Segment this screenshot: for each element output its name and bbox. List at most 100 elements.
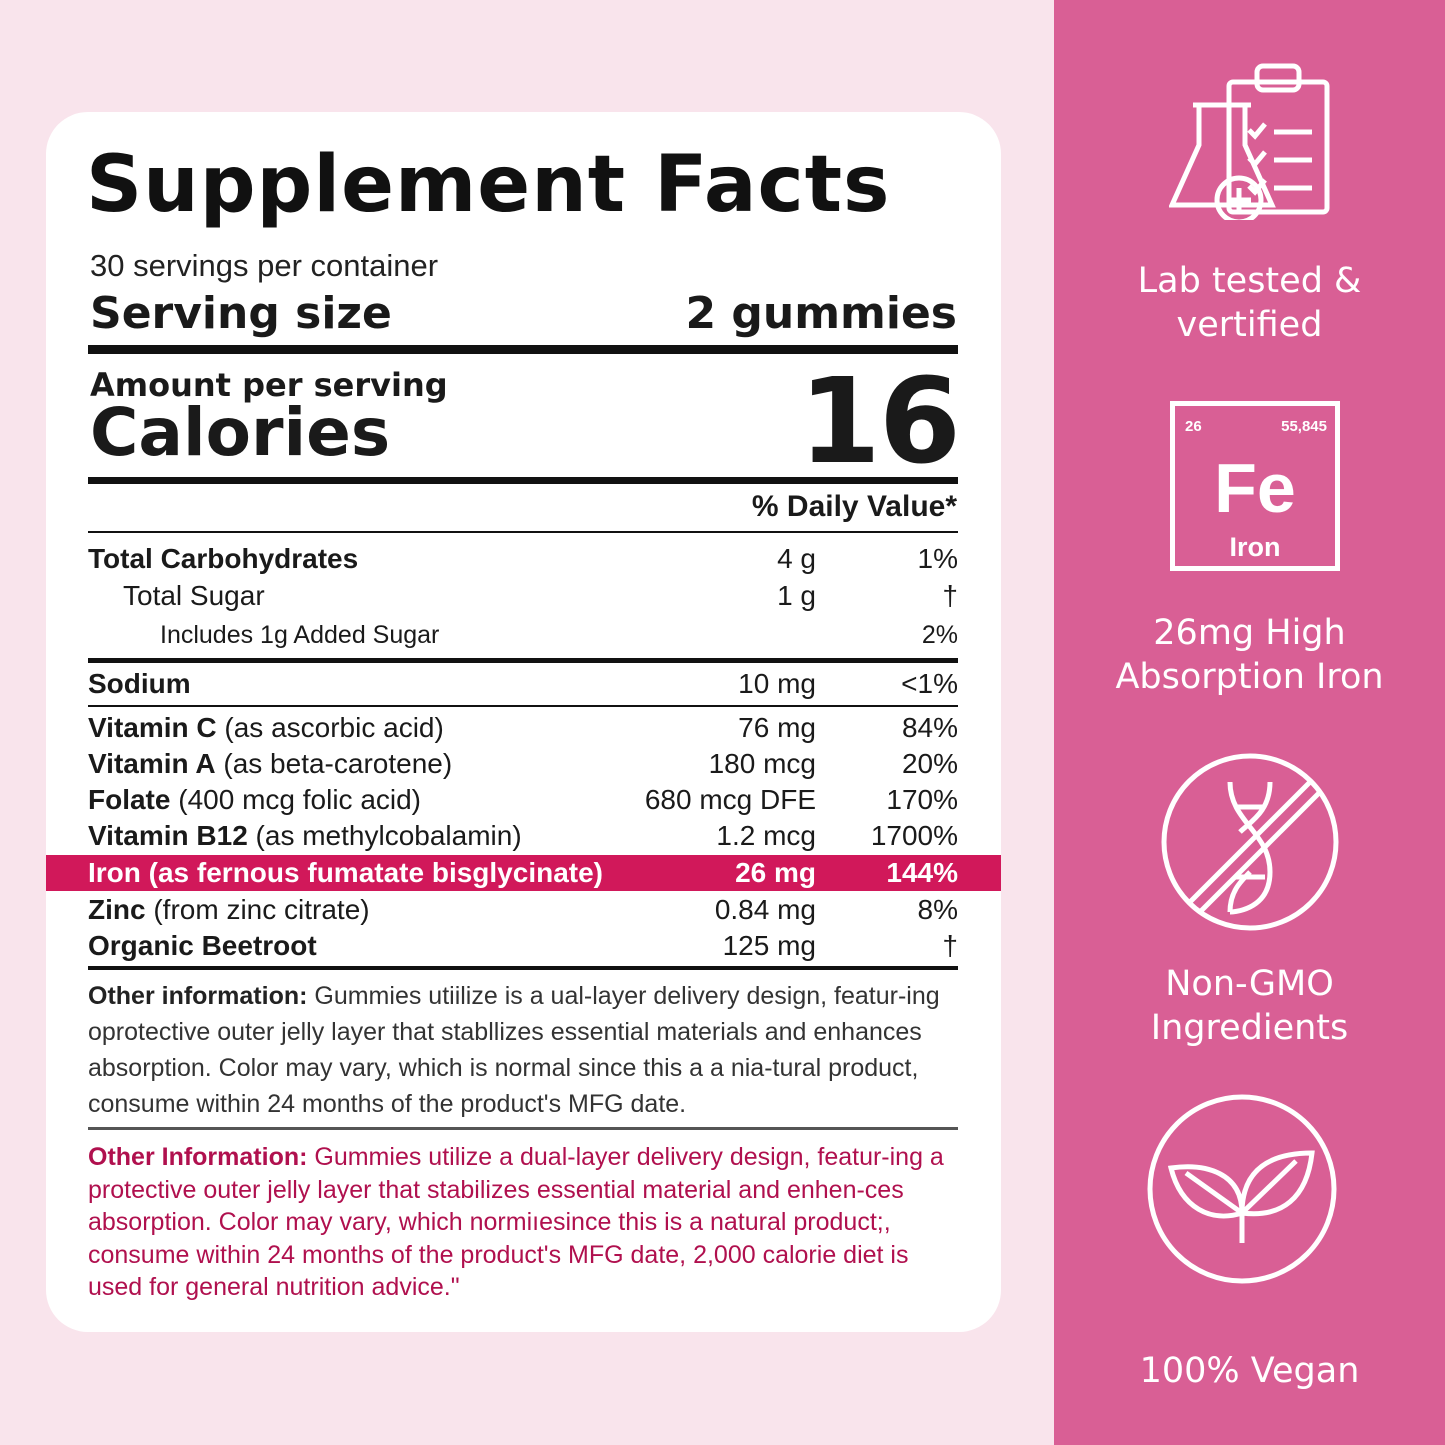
- nutrient-daily-value: 170%: [886, 784, 958, 815]
- nutrient-name-detail: (as methylcobalamin): [247, 820, 522, 851]
- features-panel: Lab tested & vertified 26 55,845 Fe Iron …: [1054, 0, 1445, 1445]
- nutrient-daily-value: 1700%: [870, 820, 958, 851]
- nutrient-name-detail: (as beta-carotene): [215, 748, 453, 779]
- nutrient-row: Sodium 10 mg <1%: [88, 666, 958, 702]
- nutrient-name-bold: Vitamin C: [88, 712, 217, 743]
- nutrient-amount: 180 mcg: [708, 748, 816, 779]
- nutrient-daily-value: 144%: [886, 857, 958, 888]
- nutrient-name-bold: Organic Beetroot: [88, 930, 317, 961]
- divider: [88, 966, 958, 970]
- nutrient-amount: 0.84 mg: [714, 894, 816, 925]
- nutrient-row: Vitamin B12 (as methylcobalamin) 1.2 mcg 1…: [88, 818, 958, 854]
- atomic-number: 26: [1185, 418, 1202, 435]
- other-info-label: Other Information:: [88, 1143, 308, 1171]
- other-info-text: Gummies utilize a dual-layer delivery de…: [88, 1143, 944, 1301]
- atomic-mass: 55,845: [1281, 418, 1327, 435]
- nutrient-amount: 26 mg: [735, 857, 816, 888]
- nutrient-name-detail: (from zinc citrate): [145, 894, 370, 925]
- other-information-1: Other information: Gummies utiilize is a…: [88, 978, 963, 1122]
- feature-label: Non-GMO Ingredients: [1054, 962, 1445, 1050]
- nutrient-daily-value: 2%: [921, 620, 958, 649]
- nutrient-amount: 680 mcg DFE: [644, 784, 816, 815]
- nutrient-row: Vitamin C (as ascorbic acid) 76 mg 84%: [88, 710, 958, 746]
- nutrient-row: Zinc (from zinc citrate) 0.84 mg 8%: [88, 892, 958, 928]
- non-gmo-icon: [1161, 753, 1339, 931]
- nutrient-amount: 10 mg: [738, 668, 816, 699]
- nutrient-amount: 4 g: [777, 543, 816, 574]
- divider: [88, 1127, 958, 1130]
- calories-value: 16: [798, 352, 961, 490]
- nutrient-daily-value: †: [942, 930, 958, 961]
- feature-label-line: Non-GMO: [1165, 964, 1334, 1004]
- nutrient-daily-value: †: [942, 580, 958, 611]
- nutrient-name-bold: Vitamin B12: [88, 820, 248, 851]
- nutrient-name-bold: Iron (as fernous fumatate bisglycinate): [88, 857, 603, 888]
- serving-size-value: 2 gummies: [685, 288, 957, 339]
- divider: [88, 705, 958, 707]
- feature-label-line: vertified: [1176, 305, 1323, 345]
- nutrient-name: Total Carbohydrates: [88, 543, 958, 575]
- nutrient-name-detail: (400 mcg folic acid): [170, 784, 422, 815]
- nutrient-daily-value: 8%: [917, 894, 958, 925]
- divider: [88, 658, 958, 663]
- feature-label: 100% Vegan: [1054, 1349, 1445, 1393]
- nutrient-name: Organic Beetroot: [88, 930, 958, 962]
- nutrient-amount: 1.2 mcg: [716, 820, 816, 851]
- nutrient-name: Includes 1g Added Sugar: [88, 621, 958, 650]
- nutrient-name: Zinc (from zinc citrate): [88, 894, 958, 926]
- feature-label: Lab tested & vertified: [1054, 259, 1445, 347]
- divider: [88, 477, 958, 484]
- feature-label-line: 100% Vegan: [1139, 1351, 1360, 1391]
- page-title: Supplement Facts: [86, 140, 891, 230]
- other-information-2: Other Information: Gummies utilize a dua…: [88, 1141, 963, 1304]
- nutrient-name-bold: Zinc: [88, 894, 146, 925]
- nutrient-name: Vitamin C (as ascorbic acid): [88, 712, 958, 744]
- nutrient-name: Iron (as fernous fumatate bisglycinate): [88, 857, 1001, 889]
- divider: [88, 531, 958, 533]
- nutrient-row: Total Sugar 1 g †: [88, 578, 958, 614]
- nutrient-name-bold: Folate: [88, 784, 171, 815]
- nutrient-name: Folate (400 mcg folic acid): [88, 784, 958, 816]
- nutrient-amount: 76 mg: [738, 712, 816, 743]
- nutrient-name: Vitamin B12 (as methylcobalamin): [88, 820, 958, 852]
- nutrient-row: Folate (400 mcg folic acid) 680 mcg DFE 17…: [88, 782, 958, 818]
- nutrient-name: Vitamin A (as beta-carotene): [88, 748, 958, 780]
- nutrient-row-highlighted: Iron (as fernous fumatate bisglycinate) 2…: [46, 855, 1001, 891]
- nutrient-name: Total Sugar: [88, 580, 958, 612]
- element-symbol: Fe: [1214, 449, 1296, 527]
- nutrient-name-detail: Total Sugar: [123, 580, 265, 611]
- nutrient-name: Sodium: [88, 668, 958, 700]
- feature-label-line: Lab tested &: [1137, 261, 1362, 301]
- nutrient-row: Organic Beetroot 125 mg †: [88, 928, 958, 964]
- nutrient-daily-value: 20%: [901, 748, 958, 779]
- nutrient-daily-value: 1%: [917, 543, 958, 574]
- serving-size-label: Serving size: [90, 288, 392, 339]
- nutrient-name-bold: Sodium: [88, 668, 191, 699]
- nutrient-amount: 1 g: [777, 580, 816, 611]
- nutrient-row: Vitamin A (as beta-carotene) 180 mcg 20%: [88, 746, 958, 782]
- feature-label-line: 26mg High: [1153, 613, 1346, 653]
- daily-value-header: % Daily Value*: [751, 490, 957, 523]
- servings-per-container: 30 servings per container: [90, 248, 439, 283]
- nutrient-daily-value: 84%: [901, 712, 958, 743]
- iron-element-icon: 26 55,845 Fe Iron: [1170, 401, 1340, 571]
- feature-label-line: Absorption Iron: [1115, 657, 1384, 697]
- feature-label: 26mg High Absorption Iron: [1054, 611, 1445, 699]
- calories-label: Calories: [90, 394, 391, 471]
- nutrient-name-detail: Includes 1g Added Sugar: [160, 620, 440, 649]
- feature-label-line: Ingredients: [1150, 1008, 1349, 1048]
- nutrient-row: Total Carbohydrates 4 g 1%: [88, 541, 958, 577]
- nutrient-amount: 125 mg: [722, 930, 816, 961]
- other-info-text: Gummies utiilize is a ual-layer delivery…: [88, 982, 940, 1118]
- leaf-icon: [1147, 1094, 1337, 1284]
- nutrient-name-bold: Vitamin A: [88, 748, 216, 779]
- nutrient-row: Includes 1g Added Sugar 2%: [88, 617, 958, 653]
- nutrient-name-bold: Total Carbohydrates: [88, 543, 359, 574]
- divider: [88, 345, 958, 354]
- nutrient-daily-value: <1%: [901, 668, 958, 699]
- element-name: Iron: [1229, 532, 1281, 562]
- amount-per-serving: Amount per serving: [90, 366, 448, 404]
- nutrient-name-detail: (as ascorbic acid): [216, 712, 444, 743]
- other-info-label: Other information:: [88, 982, 308, 1010]
- lab-clipboard-icon: [1169, 63, 1330, 220]
